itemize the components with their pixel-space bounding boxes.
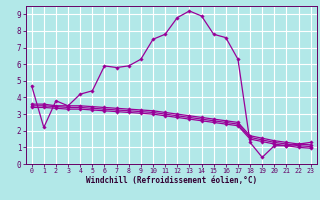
- X-axis label: Windchill (Refroidissement éolien,°C): Windchill (Refroidissement éolien,°C): [86, 176, 257, 185]
